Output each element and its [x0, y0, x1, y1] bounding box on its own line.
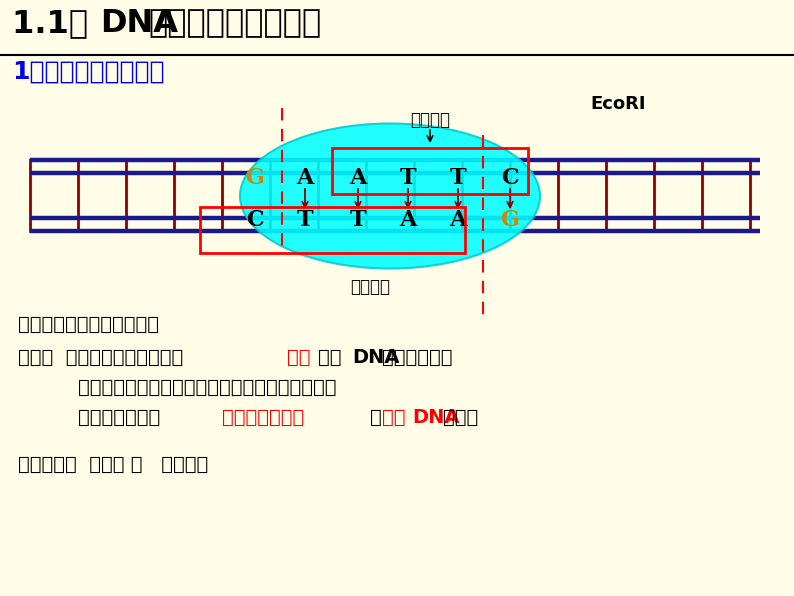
- Text: DNA: DNA: [412, 408, 460, 427]
- Text: 重组技术的基本工具: 重组技术的基本工具: [148, 8, 322, 39]
- Text: A: A: [449, 209, 467, 231]
- Text: 来源：主要从原核细胞分离: 来源：主要从原核细胞分离: [18, 315, 159, 334]
- Text: 双链: 双链: [318, 348, 341, 367]
- Text: DNA: DNA: [352, 348, 399, 367]
- Text: T: T: [349, 209, 366, 231]
- Text: 作用结果：  平未端 和   粘性末端: 作用结果： 平未端 和 粘性末端: [18, 455, 208, 474]
- Text: 切割: 切割: [382, 408, 406, 427]
- Text: A: A: [349, 167, 367, 189]
- Text: 定的核苷酸序列，并且使每一条链中特定部位的两: 定的核苷酸序列，并且使每一条链中特定部位的两: [78, 378, 337, 397]
- Text: EcoRI: EcoRI: [590, 95, 646, 113]
- Text: 1.1、: 1.1、: [12, 8, 110, 39]
- Text: 鱘性末端: 鱘性末端: [410, 111, 450, 129]
- Text: T: T: [297, 209, 314, 231]
- Text: 1、限制性核酸内切酶: 1、限制性核酸内切酶: [12, 60, 164, 84]
- Ellipse shape: [240, 123, 540, 269]
- Text: DNA: DNA: [100, 8, 178, 39]
- Text: T: T: [449, 167, 466, 189]
- Text: C: C: [501, 167, 518, 189]
- Text: 作用：  一种限制性内切酶只能: 作用： 一种限制性内切酶只能: [18, 348, 183, 367]
- Text: 个核苷酸之间的: 个核苷酸之间的: [78, 408, 160, 427]
- Text: 鱘性末端: 鱘性末端: [350, 278, 390, 296]
- Text: A: A: [296, 167, 314, 189]
- Text: G: G: [245, 167, 264, 189]
- Text: （: （: [370, 408, 382, 427]
- Bar: [200, 207, 465, 253]
- Text: C: C: [246, 209, 264, 231]
- Text: 分子的某种特: 分子的某种特: [382, 348, 453, 367]
- Text: 磷酸二酯键断开: 磷酸二酯键断开: [222, 408, 304, 427]
- Text: T: T: [399, 167, 416, 189]
- Text: A: A: [399, 209, 417, 231]
- Bar: [332, 148, 528, 194]
- Text: 分子）: 分子）: [443, 408, 478, 427]
- Text: 识别: 识别: [287, 348, 310, 367]
- Text: G: G: [500, 209, 519, 231]
